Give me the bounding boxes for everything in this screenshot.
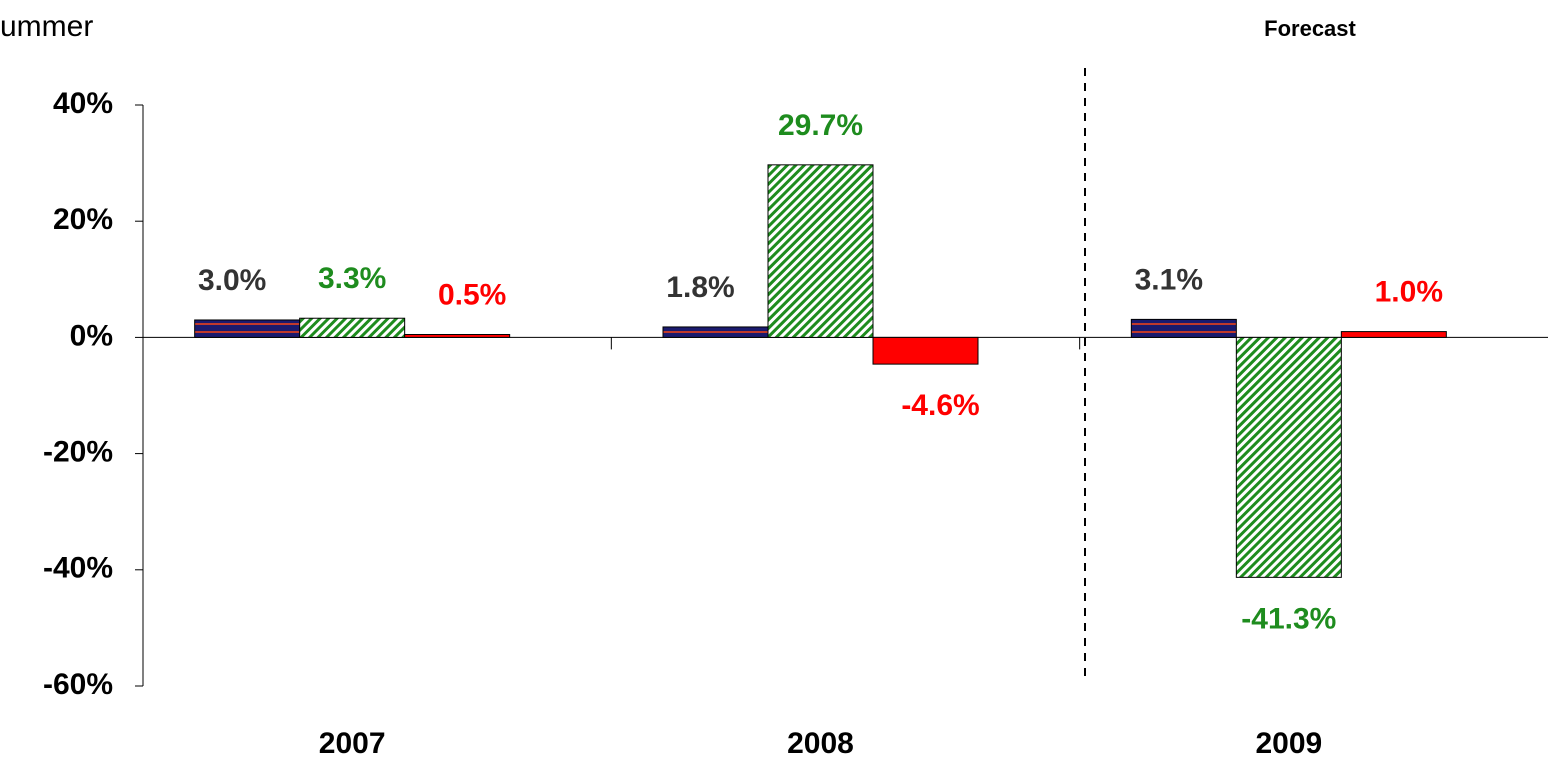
bar	[767, 164, 874, 338]
x-tick-label: 2007	[319, 727, 386, 760]
bar	[662, 326, 769, 338]
y-tick-label: -20%	[43, 436, 113, 469]
value-label: -41.3%	[1241, 602, 1336, 635]
chart-title: ummer	[0, 10, 93, 43]
bar	[1235, 336, 1342, 578]
bar	[872, 336, 979, 365]
x-tick-label: 2009	[1255, 727, 1322, 760]
bar	[1340, 331, 1447, 338]
value-label: -4.6%	[901, 389, 979, 422]
value-label: 3.3%	[318, 262, 386, 295]
value-label: 1.0%	[1375, 276, 1443, 309]
value-label: 29.7%	[778, 109, 863, 142]
y-tick-label: -60%	[43, 668, 113, 701]
y-tick-label: 0%	[70, 319, 113, 352]
x-tick-label: 2008	[787, 727, 854, 760]
value-label: 1.8%	[666, 271, 734, 304]
bar	[194, 319, 301, 338]
bar	[299, 317, 406, 338]
value-label: 0.5%	[438, 278, 506, 311]
bar	[1130, 318, 1237, 338]
y-tick-label: 20%	[53, 203, 113, 236]
bar	[404, 333, 511, 338]
y-tick-label: -40%	[43, 552, 113, 585]
value-label: 3.0%	[198, 264, 266, 297]
annotation: Forecast	[1264, 16, 1356, 41]
value-label: 3.1%	[1135, 263, 1203, 296]
y-tick-label: 40%	[53, 87, 113, 120]
